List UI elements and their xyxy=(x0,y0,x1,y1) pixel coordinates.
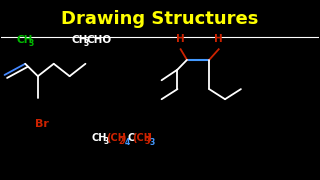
Text: CH: CH xyxy=(17,35,33,45)
Text: H: H xyxy=(214,34,223,44)
Text: 4: 4 xyxy=(124,138,130,147)
Text: 3: 3 xyxy=(29,39,34,48)
Text: Drawing Structures: Drawing Structures xyxy=(61,10,259,28)
Text: CHO: CHO xyxy=(86,35,112,45)
Text: 3: 3 xyxy=(150,138,155,147)
Text: CH: CH xyxy=(71,35,88,45)
Text: 2: 2 xyxy=(119,137,124,146)
Text: 3: 3 xyxy=(104,137,109,146)
Text: ): ) xyxy=(121,133,125,143)
Text: (CH: (CH xyxy=(132,133,152,143)
Text: H: H xyxy=(176,34,185,44)
Text: ): ) xyxy=(147,133,151,143)
Text: 3: 3 xyxy=(84,39,89,48)
Text: CH: CH xyxy=(92,133,107,143)
Text: 3: 3 xyxy=(145,137,150,146)
Text: C: C xyxy=(128,133,135,143)
Text: Br: Br xyxy=(35,119,49,129)
Text: (CH: (CH xyxy=(106,133,126,143)
